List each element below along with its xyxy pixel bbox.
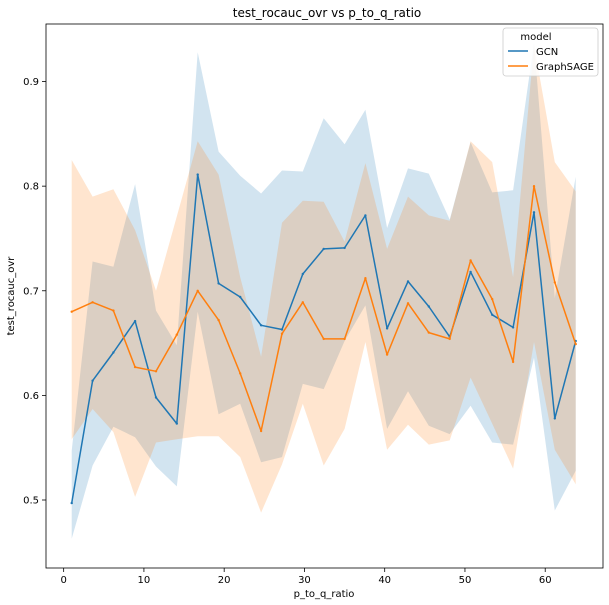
y-tick-label: 0.5 (23, 496, 39, 507)
x-tick-label: 40 (378, 575, 391, 586)
point-graphsage (574, 342, 577, 346)
legend-label-graphsage: GraphSAGE (536, 62, 594, 73)
y-tick-label: 0.7 (23, 286, 39, 297)
point-gcn (491, 313, 494, 316)
point-gcn (511, 326, 515, 329)
point-graphsage (448, 337, 451, 341)
point-graphsage (91, 301, 94, 304)
point-gcn (239, 295, 242, 299)
point-graphsage (70, 310, 73, 313)
point-gcn (280, 328, 284, 331)
point-graphsage (154, 370, 158, 373)
point-gcn (259, 324, 263, 327)
point-gcn (322, 247, 325, 251)
y-axis-ticks: 0.5 0.6 0.7 0.8 0.9 (23, 77, 46, 507)
point-gcn (364, 214, 367, 217)
plot-area-frame (45, 23, 604, 569)
x-tick-label: 30 (298, 575, 311, 586)
point-graphsage (385, 353, 389, 356)
x-tick-label: 20 (218, 575, 231, 586)
point-graphsage (406, 302, 410, 305)
point-gcn (301, 272, 304, 276)
point-gcn (91, 379, 94, 382)
point-graphsage (301, 301, 304, 304)
legend-label-gcn: GCN (536, 47, 558, 58)
point-graphsage (322, 337, 325, 341)
point-gcn (196, 173, 199, 176)
x-tick-label: 60 (539, 575, 552, 586)
point-graphsage (196, 289, 199, 292)
point-graphsage (491, 297, 494, 301)
y-tick-label: 0.6 (23, 391, 39, 402)
point-gcn (532, 211, 536, 214)
confidence-bands (71, 42, 576, 539)
point-graphsage (259, 429, 263, 433)
point-graphsage (427, 331, 430, 334)
legend-title: model (520, 32, 551, 43)
point-gcn (154, 396, 158, 399)
point-graphsage (112, 309, 115, 312)
point-gcn (70, 501, 73, 505)
y-tick-label: 0.8 (23, 182, 39, 193)
point-graphsage (343, 337, 346, 341)
point-gcn (469, 270, 472, 274)
point-gcn (175, 422, 178, 425)
legend-box (502, 27, 599, 77)
point-graphsage (239, 372, 242, 375)
chart-title: test_rocauc_ovr vs p_to_q_ratio (233, 6, 422, 20)
x-tick-label: 0 (60, 575, 66, 586)
band-gcn (71, 42, 576, 539)
point-graphsage (553, 281, 556, 284)
point-graphsage (175, 333, 178, 336)
point-gcn (385, 327, 389, 330)
x-axis-ticks: 0 10 20 30 40 50 60 (60, 568, 552, 586)
legend: model GCN GraphSAGE (502, 27, 599, 77)
x-tick-label: 50 (459, 575, 472, 586)
y-tick-label: 0.9 (23, 77, 39, 88)
point-gcn (427, 305, 430, 308)
point-gcn (406, 280, 410, 283)
point-gcn (217, 282, 220, 285)
point-gcn (553, 417, 556, 420)
y-axis-label: test_rocauc_ovr (6, 256, 17, 336)
point-graphsage (280, 332, 284, 335)
point-graphsage (511, 360, 515, 364)
x-axis-label: p_to_q_ratio (294, 589, 355, 600)
point-graphsage (217, 318, 220, 322)
series-lines (70, 173, 577, 505)
point-graphsage (469, 259, 472, 262)
point-graphsage (364, 277, 367, 280)
point-gcn (133, 319, 137, 323)
point-graphsage (133, 365, 137, 369)
point-graphsage (532, 185, 536, 188)
x-tick-label: 10 (138, 575, 151, 586)
point-gcn (112, 351, 115, 354)
band-graphsage (71, 44, 576, 513)
point-gcn (343, 246, 346, 250)
